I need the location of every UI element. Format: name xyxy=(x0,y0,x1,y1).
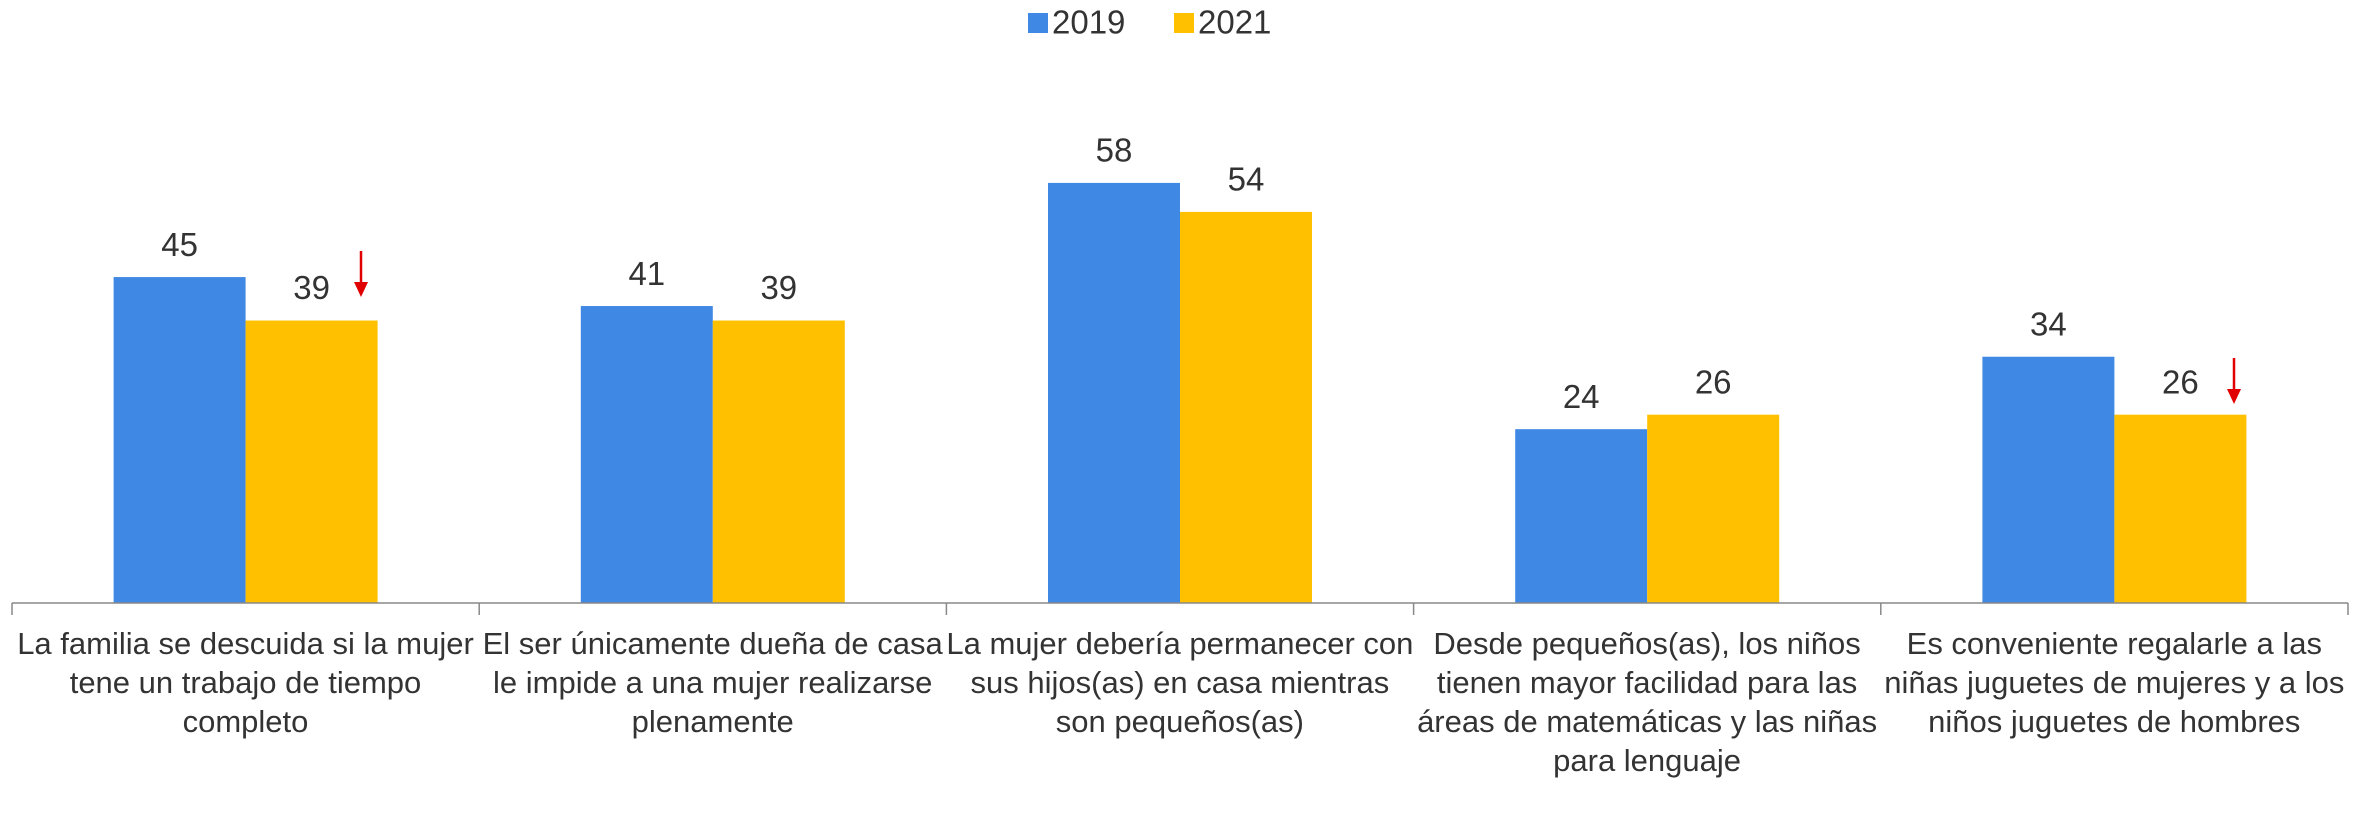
x-tick-label: El ser únicamente dueña de casa le impid… xyxy=(482,626,943,739)
bar xyxy=(1515,429,1648,603)
bar xyxy=(113,277,246,603)
legend-swatch xyxy=(1174,13,1194,33)
x-tick-label: La mujer debería permanecer con sus hijo… xyxy=(946,626,1414,739)
x-tick-label: Es conveniente regalarle a las niñas jug… xyxy=(1884,626,2345,739)
data-label: 34 xyxy=(2030,305,2067,342)
data-label: 26 xyxy=(2162,363,2199,400)
data-label: 45 xyxy=(161,226,198,263)
bar xyxy=(245,320,378,603)
bar xyxy=(1180,211,1312,603)
legend-label: 2019 xyxy=(1052,4,1125,41)
data-label: 39 xyxy=(760,269,797,306)
data-label: 24 xyxy=(1563,378,1600,415)
bar xyxy=(2114,414,2247,603)
bar xyxy=(1048,182,1180,603)
data-label: 58 xyxy=(1096,132,1133,169)
data-label: 54 xyxy=(1228,161,1265,198)
bar xyxy=(580,306,713,603)
legend-label: 2021 xyxy=(1198,4,1271,41)
decrease-arrow xyxy=(354,251,368,297)
data-label: 39 xyxy=(293,269,330,306)
x-tick-label: La familia se descuida si la mujer tene … xyxy=(17,626,474,739)
legend-swatch xyxy=(1028,13,1048,33)
bar xyxy=(1647,414,1780,603)
x-tick-label: Desde pequeños(as), los niños tienen may… xyxy=(1417,626,1878,778)
decrease-arrow xyxy=(2227,358,2241,404)
data-label: 26 xyxy=(1695,363,1732,400)
bar xyxy=(712,320,845,603)
bar xyxy=(1982,356,2115,603)
data-label: 41 xyxy=(628,255,665,292)
